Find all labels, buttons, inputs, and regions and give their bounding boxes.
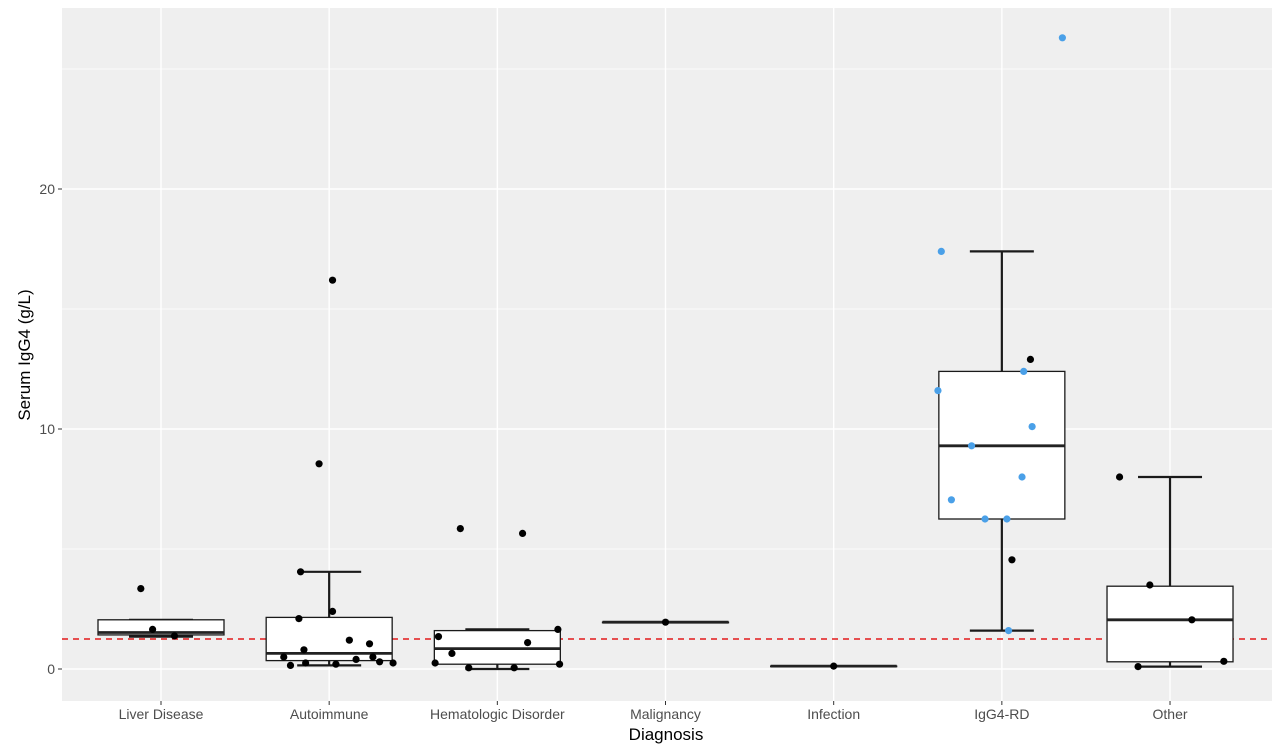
y-tick-label: 10 [39, 421, 55, 437]
data-point [947, 496, 955, 504]
data-point [524, 639, 532, 647]
data-point [1220, 657, 1228, 665]
data-point [1026, 355, 1035, 363]
data-point [1018, 473, 1026, 481]
data-point [296, 568, 305, 576]
data-point [365, 640, 374, 648]
box-other [1106, 475, 1234, 668]
x-tick-label: Hematologic Disorder [430, 706, 565, 722]
box-hematologic-disorder [433, 628, 561, 671]
data-point [295, 615, 303, 623]
data-point [148, 625, 157, 634]
data-point [376, 658, 384, 666]
data-point [280, 653, 288, 661]
data-point [300, 646, 308, 654]
data-point [555, 660, 564, 668]
data-point [170, 632, 179, 640]
data-point [1004, 627, 1013, 635]
data-point [1020, 367, 1028, 375]
data-point [431, 659, 439, 667]
data-point [315, 460, 323, 468]
data-point [1146, 581, 1154, 589]
y-tick-label: 0 [47, 661, 55, 677]
data-point [661, 618, 670, 626]
data-point [937, 247, 945, 255]
data-point [1134, 663, 1142, 671]
data-point [456, 525, 464, 533]
data-point [830, 662, 838, 670]
axes-group: 0 10 20 Liver Disease Autoimmune Hematologic … [39, 181, 1187, 722]
data-point [1003, 515, 1011, 523]
box-body [1106, 585, 1234, 663]
data-point [967, 442, 976, 450]
data-point [510, 664, 518, 672]
data-point [981, 515, 989, 523]
data-point [369, 653, 377, 661]
x-tick-label: Liver Disease [119, 706, 204, 722]
data-point [389, 659, 397, 667]
data-point [554, 625, 562, 634]
data-point [137, 585, 145, 593]
data-point [1028, 423, 1036, 431]
data-point [1188, 616, 1196, 624]
x-tick-label: Autoimmune [290, 706, 369, 722]
data-point [1058, 34, 1066, 42]
y-axis-title: Serum IgG4 (g/L) [15, 289, 34, 420]
data-point [1008, 556, 1016, 564]
data-point [934, 387, 942, 395]
data-point [448, 649, 456, 658]
data-point [345, 636, 353, 644]
y-tick-label: 20 [39, 181, 55, 197]
x-tick-label: Other [1153, 706, 1188, 722]
data-point [465, 664, 473, 672]
data-point [302, 659, 310, 667]
x-tick-label: Infection [807, 706, 860, 722]
data-point [328, 276, 337, 284]
data-point [352, 655, 360, 664]
data-point [286, 661, 295, 670]
box-liver-disease [97, 618, 225, 638]
data-point [328, 607, 337, 616]
data-point [1115, 473, 1124, 481]
data-point [332, 660, 340, 668]
data-point [434, 633, 443, 641]
x-tick-label: Malignancy [630, 706, 701, 722]
box-igg4-rd [938, 250, 1066, 632]
x-tick-label: IgG4-RD [974, 706, 1029, 722]
data-point [518, 529, 527, 538]
plot-panel [62, 8, 1272, 701]
x-axis-title: Diagnosis [629, 725, 704, 744]
points-group [137, 34, 1228, 672]
